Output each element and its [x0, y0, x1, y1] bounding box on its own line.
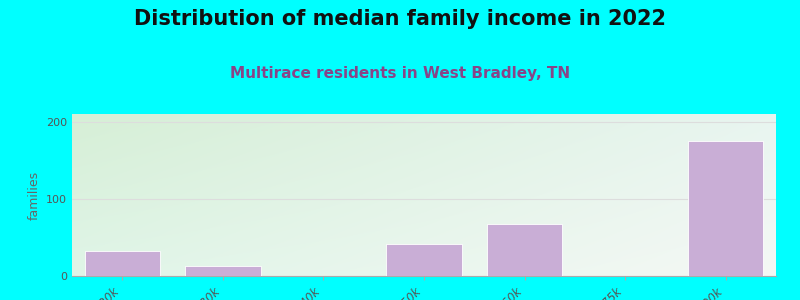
Text: Distribution of median family income in 2022: Distribution of median family income in … — [134, 9, 666, 29]
Y-axis label: families: families — [27, 170, 41, 220]
Bar — [487, 224, 562, 276]
Text: Multirace residents in West Bradley, TN: Multirace residents in West Bradley, TN — [230, 66, 570, 81]
Bar — [386, 244, 462, 276]
Bar — [85, 251, 160, 276]
Bar — [185, 266, 261, 276]
Bar — [688, 141, 763, 276]
